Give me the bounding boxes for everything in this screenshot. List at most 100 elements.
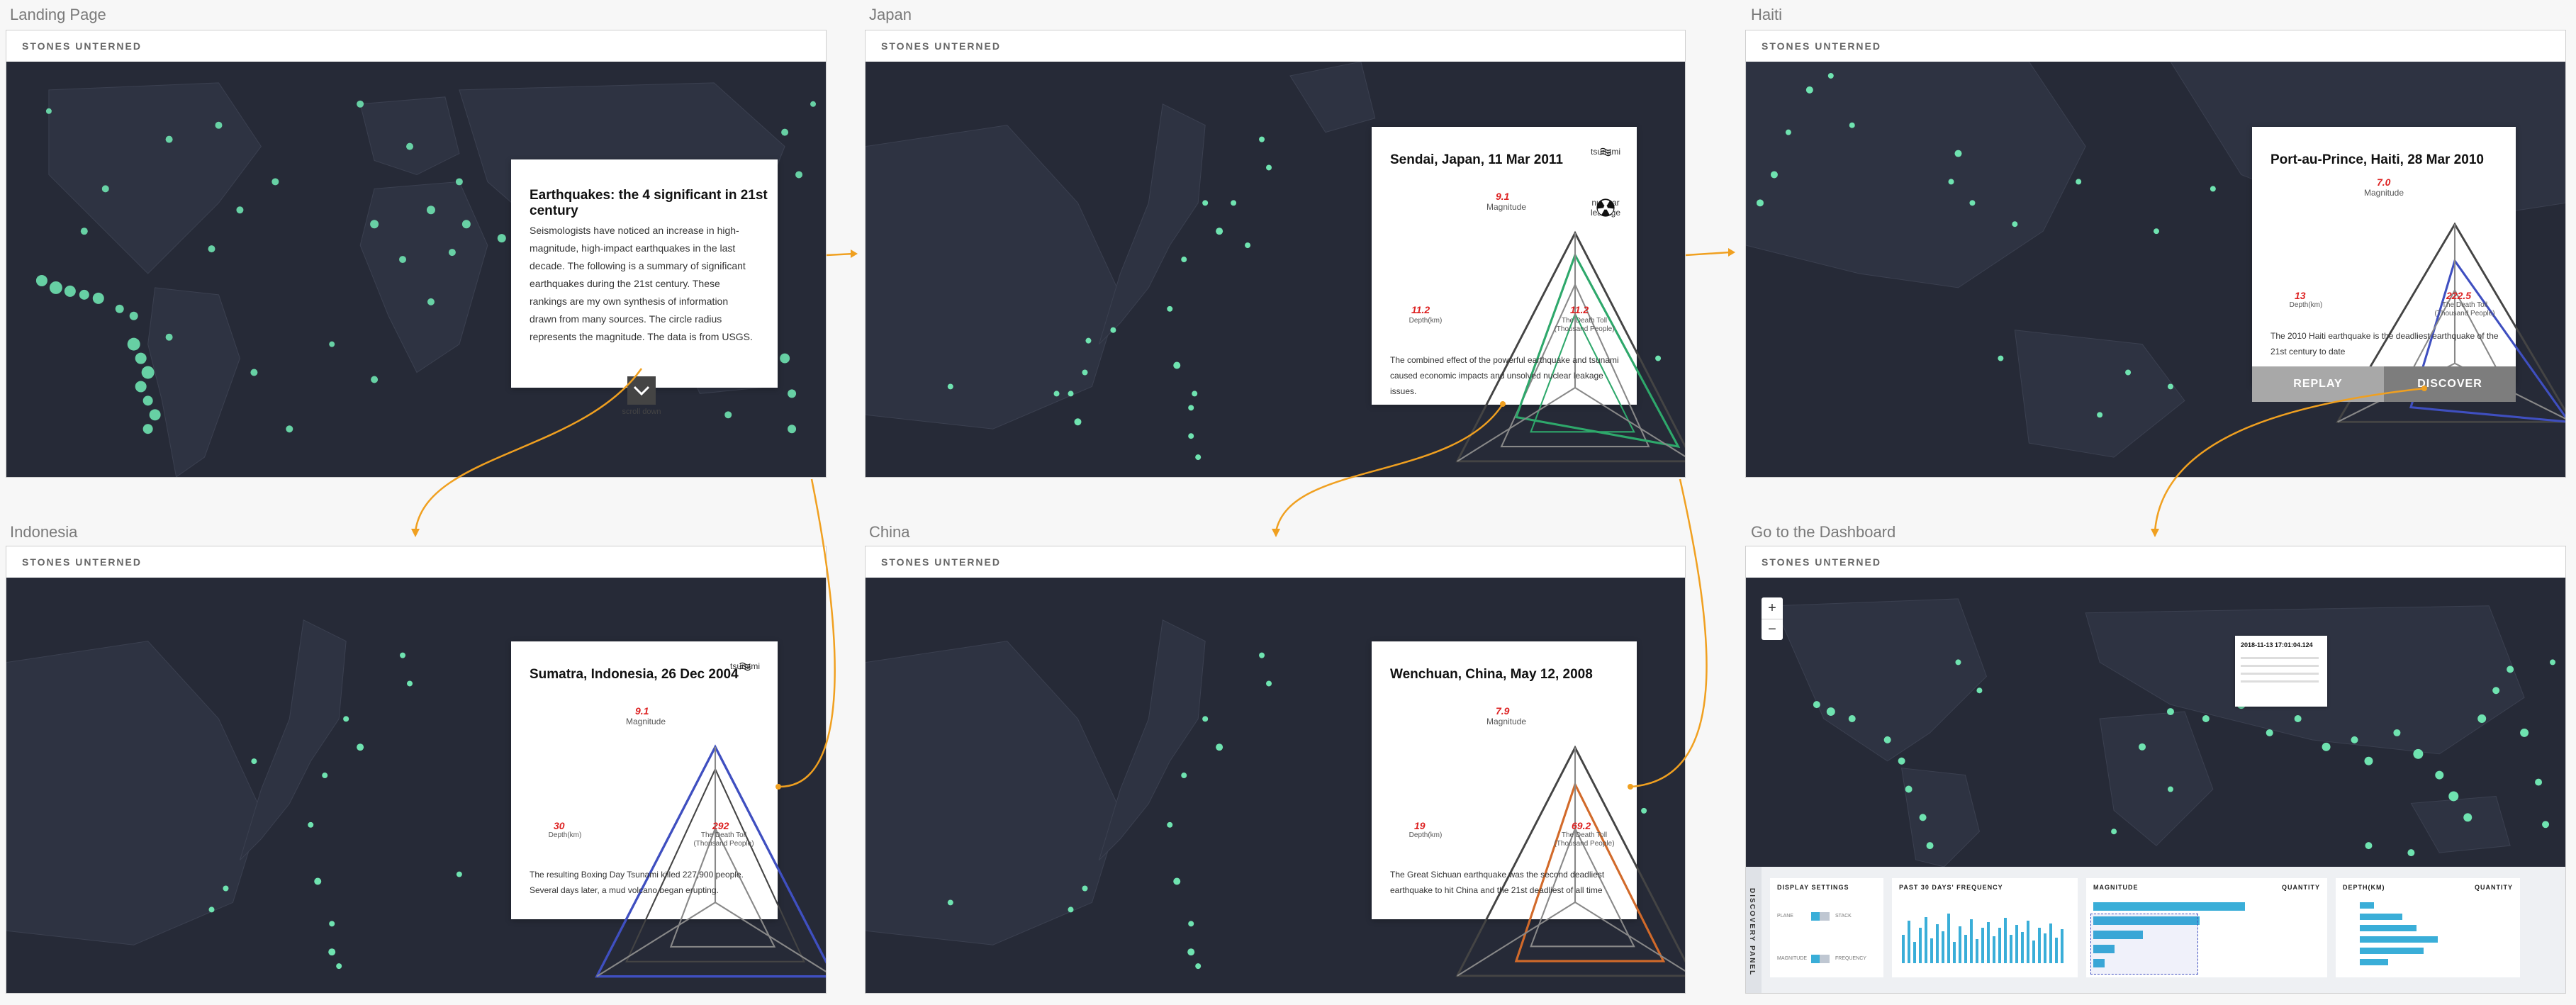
discovery-panel-tab[interactable]: DISCOVERY PANEL: [1746, 867, 1762, 993]
brand-logo[interactable]: STONES UNTERNED: [22, 40, 142, 52]
toll-axis-label: The Death Toll (Thousand People): [1554, 317, 1615, 333]
card-body: The resulting Boxing Day Tsunami killed …: [530, 870, 744, 895]
magnitude-value: 7.0: [2377, 176, 2391, 188]
frame-header: STONES UNTERNED: [1746, 30, 2565, 62]
magnitude-axis-label: Magnitude: [1486, 717, 1527, 726]
depth-axis-label: Depth(km): [1409, 831, 1443, 839]
radiation-icon: [1596, 198, 1615, 217]
panel-title: PAST 30 DAYS' FREQUENCY: [1899, 884, 2003, 891]
frame-header: STONES UNTERNED: [866, 546, 1685, 578]
magnitude-bar[interactable]: [2093, 959, 2105, 967]
display-settings-panel: DISPLAY SETTINGS PLANE STACK MAGNITUDE F…: [1770, 878, 1883, 977]
plane-option[interactable]: PLANE: [1777, 914, 1793, 919]
world-map[interactable]: Earthquakes: the 4 significant in 21st c…: [6, 62, 826, 477]
depth-bar[interactable]: [2360, 902, 2374, 909]
magnitude-option[interactable]: MAGNITUDE: [1777, 956, 1807, 961]
depth-bar[interactable]: [2360, 948, 2424, 954]
magnitude-value: 9.1: [635, 705, 649, 717]
quantity-header: QUANTITY: [2282, 884, 2320, 891]
chevron-down-icon: [633, 386, 650, 396]
map-dots: [6, 619, 462, 970]
zoom-in-button[interactable]: +: [1762, 597, 1783, 619]
magnitude-panel: MAGNITUDE QUANTITY: [2086, 878, 2327, 977]
dashboard-map[interactable]: + − 2018-11-13 17:01:04.124: [1746, 578, 2565, 867]
quake-tooltip: 2018-11-13 17:01:04.124: [2235, 636, 2327, 707]
depth-panel: DEPTH(KM) QUANTITY: [2336, 878, 2520, 977]
event-card-indonesia: Sumatra, Indonesia, 26 Dec 2004 tsunami …: [511, 641, 826, 978]
magnitude-axis-label: Magnitude: [625, 717, 666, 726]
magnitude-value: 7.9: [1496, 705, 1510, 717]
replay-button[interactable]: REPLAY: [2252, 366, 2384, 402]
discovery-panel-label: DISCOVERY PANEL: [1748, 888, 1756, 977]
frame-label-haiti: Haiti: [1751, 6, 1783, 23]
tooltip-rows: [2241, 654, 2319, 697]
stack-option[interactable]: STACK: [1835, 914, 1852, 919]
card-body: The combined effect of the powerful eart…: [1390, 355, 1619, 396]
radar-chart-indonesia: [595, 744, 826, 978]
indonesia-map[interactable]: Sumatra, Indonesia, 26 Dec 2004 tsunami …: [6, 578, 826, 993]
map-dots: [866, 619, 1647, 970]
haiti-map[interactable]: Port-au-Prince, Haiti, 28 Mar 2010 7.0 M…: [1746, 62, 2565, 477]
frame-haiti: STONES UNTERNED Port-au-Prince, Haiti, 2…: [1745, 30, 2566, 478]
frame-china: STONES UNTERNED Wenchuan, China, May 12,…: [865, 546, 1686, 994]
brand-logo[interactable]: STONES UNTERNED: [1762, 40, 1881, 52]
magnitude-frequency-toggle[interactable]: [1811, 955, 1830, 963]
frame-label-china: China: [869, 523, 910, 541]
card-title: Wenchuan, China, May 12, 2008: [1390, 667, 1593, 682]
brush-selection[interactable]: [2090, 914, 2198, 975]
magnitude-axis-label: Magnitude: [1486, 202, 1527, 212]
depth-bar[interactable]: [2360, 914, 2402, 920]
magnitude-bar[interactable]: [2093, 916, 2200, 925]
toll-value: 222.5: [2446, 290, 2472, 301]
panel-title: DISPLAY SETTINGS: [1777, 884, 1849, 891]
brand-logo[interactable]: STONES UNTERNED: [881, 556, 1001, 568]
card-title: Sendai, Japan, 11 Mar 2011: [1390, 152, 1563, 167]
discover-button[interactable]: DISCOVER: [2384, 366, 2516, 402]
card-title: Earthquakes: the 4 significant in 21st c…: [530, 188, 768, 218]
tsunami-badge: tsunami: [724, 661, 766, 671]
toll-axis-label: The Death Toll (Thousand People): [2434, 301, 2495, 318]
intro-card: Earthquakes: the 4 significant in 21st c…: [511, 159, 778, 416]
toll-value: 292: [712, 820, 729, 831]
frequency-option[interactable]: FREQUENCY: [1835, 956, 1866, 961]
event-card-haiti: Port-au-Prince, Haiti, 28 Mar 2010 7.0 M…: [2252, 127, 2565, 423]
toll-value: 11.2: [1570, 304, 1589, 315]
depth-value: 30: [554, 820, 565, 831]
depth-axis-label: Depth(km): [548, 831, 582, 839]
depth-value: 11.2: [1411, 304, 1430, 315]
frame-header: STONES UNTERNED: [6, 30, 826, 62]
frame-label-japan: Japan: [869, 6, 912, 23]
nuclear-badge: nuclear leakage: [1584, 198, 1627, 218]
magnitude-bar[interactable]: [2093, 931, 2143, 939]
depth-axis-label: Depth(km): [1409, 317, 1443, 325]
event-card-japan: Sendai, Japan, 11 Mar 2011 tsunami nucle…: [1372, 127, 1685, 463]
japan-map[interactable]: Sendai, Japan, 11 Mar 2011 tsunami nucle…: [866, 62, 1685, 477]
frequency-bar-chart: [1902, 914, 2063, 963]
frame-landing: STONES UNTERNED: [6, 30, 827, 478]
card-body: The Great Sichuan earthquake was the sec…: [1390, 870, 1605, 895]
scroll-down-label: scroll down: [622, 408, 661, 416]
tsunami-icon: [1600, 147, 1611, 157]
toll-axis-label: The Death Toll (Thousand People): [1554, 831, 1615, 848]
depth-bar[interactable]: [2360, 936, 2438, 943]
frame-indonesia: STONES UNTERNED Sumatra, Indonesia, 26 D…: [6, 546, 827, 994]
china-map[interactable]: Wenchuan, China, May 12, 2008 7.9 Magnit…: [866, 578, 1685, 993]
brand-logo[interactable]: STONES UNTERNED: [881, 40, 1001, 52]
zoom-out-button[interactable]: −: [1768, 622, 1776, 637]
discovery-panel: DISCOVERY PANEL DISPLAY SETTINGS PLANE S…: [1746, 867, 2565, 993]
panel-title: MAGNITUDE: [2093, 884, 2139, 891]
frame-dashboard: STONES UNTERNED + −: [1745, 546, 2566, 994]
frame-label-landing: Landing Page: [10, 6, 106, 23]
depth-value: 13: [2295, 290, 2306, 301]
depth-bar[interactable]: [2360, 959, 2388, 965]
magnitude-bar[interactable]: [2093, 945, 2115, 953]
brand-logo[interactable]: STONES UNTERNED: [1762, 556, 1881, 568]
brand-logo[interactable]: STONES UNTERNED: [22, 556, 142, 568]
event-card-china: Wenchuan, China, May 12, 2008 7.9 Magnit…: [1372, 641, 1685, 977]
magnitude-bar[interactable]: [2093, 902, 2245, 911]
depth-bar[interactable]: [2360, 925, 2417, 931]
card-title: Sumatra, Indonesia, 26 Dec 2004: [530, 667, 739, 682]
frame-label-indonesia: Indonesia: [10, 523, 78, 541]
plane-stack-toggle[interactable]: [1811, 912, 1830, 921]
